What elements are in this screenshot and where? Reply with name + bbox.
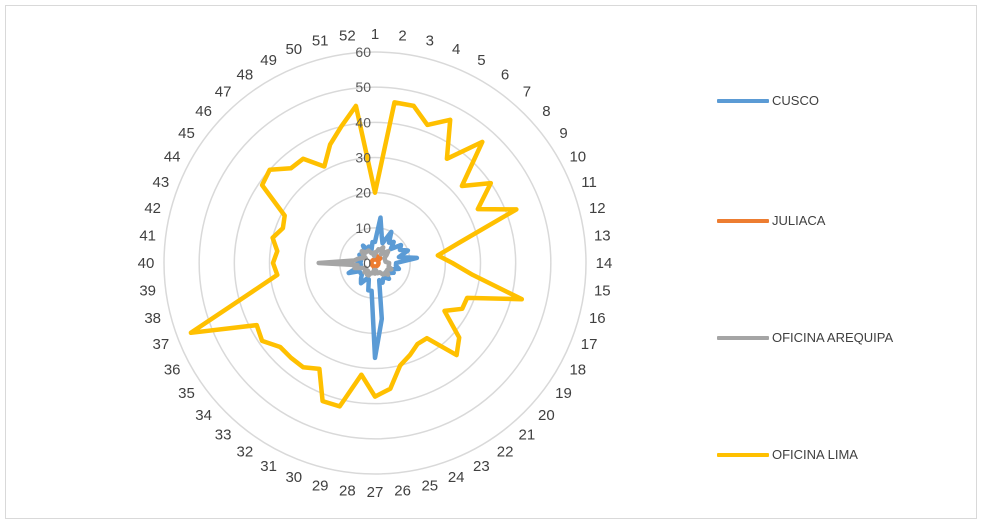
legend-label: JULIACA bbox=[772, 213, 826, 228]
category-label: 31 bbox=[260, 458, 277, 475]
radial-tick-label: 0 bbox=[363, 255, 371, 271]
category-label: 38 bbox=[144, 310, 161, 327]
category-label: 23 bbox=[473, 458, 490, 475]
category-label: 29 bbox=[312, 477, 329, 494]
category-label: 13 bbox=[594, 227, 611, 244]
category-label: 32 bbox=[237, 444, 254, 461]
category-label: 48 bbox=[237, 67, 254, 84]
category-label: 39 bbox=[139, 283, 156, 300]
category-label: 40 bbox=[138, 255, 155, 272]
category-label: 7 bbox=[523, 84, 531, 101]
legend-item: OFICINA LIMA bbox=[717, 447, 858, 462]
category-label: 27 bbox=[367, 484, 384, 501]
radial-tick-label: 60 bbox=[355, 44, 371, 60]
category-label: 52 bbox=[339, 28, 356, 45]
category-label: 9 bbox=[559, 125, 567, 142]
category-label: 47 bbox=[215, 84, 232, 101]
legend-label: CUSCO bbox=[772, 93, 819, 108]
category-label: 50 bbox=[285, 41, 302, 58]
legend-swatch bbox=[717, 452, 769, 457]
grid-ring-40 bbox=[233, 121, 517, 405]
category-label: 37 bbox=[153, 336, 170, 353]
category-label: 1 bbox=[371, 26, 379, 43]
category-label: 16 bbox=[589, 310, 606, 327]
chart-frame bbox=[5, 5, 977, 519]
category-label: 28 bbox=[339, 482, 356, 499]
category-label: 41 bbox=[139, 227, 156, 244]
radial-tick-label: 30 bbox=[355, 150, 371, 166]
category-label: 2 bbox=[398, 28, 406, 45]
category-label: 11 bbox=[581, 174, 597, 191]
category-label: 14 bbox=[596, 255, 613, 272]
legend-swatch bbox=[717, 335, 769, 340]
category-label: 42 bbox=[144, 200, 161, 217]
category-label: 4 bbox=[452, 41, 460, 58]
category-label: 15 bbox=[594, 283, 611, 300]
category-label: 17 bbox=[581, 336, 598, 353]
category-label: 46 bbox=[195, 103, 212, 120]
legend-item: CUSCO bbox=[717, 93, 819, 108]
radial-tick-label: 10 bbox=[355, 220, 371, 236]
legend-label: OFICINA AREQUIPA bbox=[772, 330, 894, 345]
category-label: 36 bbox=[164, 361, 181, 378]
radial-tick-label: 40 bbox=[355, 114, 371, 130]
series-line-juliaca bbox=[369, 254, 383, 273]
radial-tick-label: 50 bbox=[355, 79, 371, 95]
series-line-oficina-lima bbox=[188, 100, 525, 409]
radial-axis-ticks: 0 10 20 30 40 50 60 bbox=[355, 44, 371, 271]
series-line-oficina-arequipa bbox=[316, 245, 394, 278]
category-label: 5 bbox=[477, 52, 485, 69]
legend-item: JULIACA bbox=[717, 213, 825, 228]
category-label: 22 bbox=[497, 444, 514, 461]
category-label: 21 bbox=[519, 426, 536, 443]
radar-series bbox=[188, 100, 525, 409]
category-label: 26 bbox=[394, 482, 411, 499]
category-label: 33 bbox=[215, 426, 232, 443]
category-label: 35 bbox=[178, 385, 195, 402]
grid-ring-60 bbox=[163, 51, 587, 475]
category-label: 45 bbox=[178, 125, 195, 142]
category-label: 43 bbox=[153, 174, 170, 191]
category-label: 44 bbox=[164, 149, 181, 166]
category-label: 19 bbox=[555, 385, 572, 402]
legend-item: OFICINA AREQUIPA bbox=[717, 330, 893, 345]
category-label: 20 bbox=[538, 407, 555, 424]
radar-grid bbox=[163, 51, 587, 475]
legend-label: OFICINA LIMA bbox=[772, 447, 858, 462]
category-label: 10 bbox=[569, 149, 586, 166]
category-label: 24 bbox=[448, 469, 465, 486]
category-label: 30 bbox=[285, 469, 302, 486]
category-label: 8 bbox=[542, 103, 550, 120]
grid-ring-50 bbox=[198, 86, 552, 440]
series-line-cusco bbox=[346, 215, 420, 361]
grid-ring-30 bbox=[268, 156, 482, 370]
category-label: 6 bbox=[501, 67, 509, 84]
category-labels: 1 2 3 4567891011121314151617181920212223242… bbox=[138, 26, 613, 501]
category-label: 51 bbox=[312, 33, 329, 50]
radial-tick-label: 20 bbox=[355, 185, 371, 201]
category-label: 25 bbox=[421, 477, 438, 494]
legend-swatch bbox=[717, 98, 769, 103]
category-label: 12 bbox=[589, 200, 606, 217]
legend-swatch bbox=[717, 218, 769, 223]
category-label: 18 bbox=[569, 361, 586, 378]
category-label: 34 bbox=[195, 407, 212, 424]
category-label: 49 bbox=[260, 52, 277, 69]
category-label: 3 bbox=[426, 33, 434, 50]
